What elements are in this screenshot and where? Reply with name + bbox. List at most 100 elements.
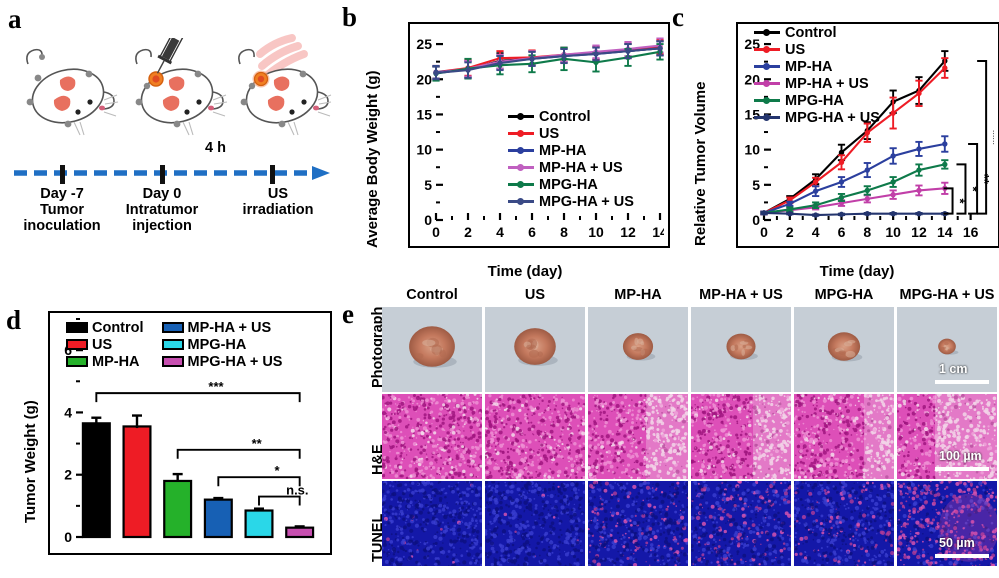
scale-bar-label: 1 cm: [939, 362, 968, 376]
significance-bracket: [968, 143, 979, 215]
legend-color-swatch: [161, 322, 184, 333]
y-tick-label: 10: [416, 142, 432, 158]
legend-item: US: [66, 336, 144, 353]
interval-label: 4 h: [205, 140, 226, 156]
legend-line-swatch: [754, 63, 780, 70]
legend-line-swatch: [508, 164, 534, 171]
legend-label: MP-HA: [785, 58, 833, 75]
bar-mpg-ha-us: [285, 526, 315, 539]
timeline-day-1: Day -7: [40, 186, 84, 202]
panel-e-cell: [897, 307, 997, 392]
y-tick-label: 10: [744, 142, 760, 158]
panel-c-tumor-volume: c Relative Tumor Volume Time (day) 0 5 10 1…: [670, 0, 999, 285]
series-us: [760, 57, 949, 216]
x-tick-label: 4: [812, 224, 820, 240]
panel-e-cell: [794, 481, 894, 566]
legend-line-swatch: [508, 113, 534, 120]
panel-e-column-header: Control: [406, 287, 458, 303]
significance-bracket: [176, 448, 301, 459]
panel-e-cell: [382, 307, 482, 392]
significance-star: ***: [986, 130, 994, 146]
legend-line-swatch: [508, 130, 534, 137]
timeline-tick-1: [60, 165, 65, 184]
panel-e-cell: [485, 307, 585, 392]
panel-d-ylabel: Tumor Weight (g): [22, 400, 39, 523]
x-tick-label: 10: [588, 224, 604, 240]
panel-e-cell: [485, 481, 585, 566]
panel-b-label: b: [342, 2, 358, 32]
legend-line-swatch: [508, 147, 534, 154]
legend-color-swatch: [161, 356, 184, 367]
legend-line-swatch: [508, 198, 534, 205]
significance-star: **: [252, 436, 263, 451]
legend-label: MP-HA: [92, 353, 140, 370]
legend-item: MPG-HA + US: [508, 193, 634, 210]
timeline-evt-3a: irradiation: [242, 202, 314, 219]
y-tick-label: 15: [416, 106, 432, 122]
legend-label: US: [539, 125, 560, 142]
legend-item: MPG-HA: [508, 176, 634, 193]
panel-e-label: e: [342, 299, 354, 329]
panel-c-label: c: [672, 2, 684, 32]
panel-e-cell: [691, 481, 791, 566]
panel-e-cell: [382, 481, 482, 566]
panel-d-legend-col2: MP-HA + US MPG-HA MPG-HA + US: [161, 319, 283, 370]
legend-color-swatch: [66, 322, 88, 333]
legend-item: US: [754, 41, 880, 58]
legend-line-swatch: [754, 114, 780, 121]
legend-item: MPG-HA: [754, 92, 880, 109]
timeline-caption-3: US irradiation: [224, 186, 332, 218]
legend-item: US: [508, 125, 634, 142]
panel-e-cell: [588, 307, 688, 392]
x-tick-label: 4: [496, 224, 504, 240]
significance-star: *: [965, 187, 980, 193]
series-mpg-ha-us: [432, 40, 664, 81]
panel-d-legend-col1: Control US MP-HA: [66, 319, 144, 370]
bar-control: [81, 422, 111, 539]
mouse-tumor-icon: [16, 38, 120, 142]
legend-label: MPG-HA + US: [187, 353, 283, 370]
x-tick-label: 8: [560, 224, 568, 240]
panel-b-ylabel: Average Body Weight (g): [364, 70, 381, 248]
legend-line-swatch: [754, 29, 780, 36]
significance-bracket: [956, 163, 967, 215]
y-tick-label: 4: [64, 404, 72, 420]
x-tick-label: 16: [963, 224, 979, 240]
panel-e-cell: [794, 394, 894, 479]
panel-d-label: d: [6, 305, 22, 335]
panel-e-cell: [485, 394, 585, 479]
legend-color-swatch: [66, 356, 88, 367]
legend-label: MPG-HA + US: [785, 109, 880, 126]
timeline-evt-2b: injection: [132, 218, 192, 235]
legend-item: Control: [754, 24, 880, 41]
legend-item: MP-HA + US: [508, 159, 634, 176]
panel-e-cell: [588, 394, 688, 479]
legend-line-swatch: [754, 46, 780, 53]
panel-c-ylabel: Relative Tumor Volume: [692, 81, 709, 246]
panel-e-histology-grid: e Control US MP-HA MP-HA + US MPG-HA MPG-HA +…: [340, 285, 999, 578]
x-tick-label: 14: [937, 224, 953, 240]
significance-star: **: [977, 174, 992, 185]
x-tick-label: 6: [838, 224, 846, 240]
y-tick-label: 5: [752, 177, 760, 193]
legend-item: MPG-HA + US: [754, 109, 880, 126]
legend-item: Control: [508, 108, 634, 125]
bar-mp-ha-us: [203, 498, 233, 539]
y-tick-label: 20: [416, 71, 432, 87]
significance-star: *: [274, 463, 280, 478]
scale-bar-label: 100 µm: [939, 449, 982, 463]
y-tick-label: 5: [424, 177, 432, 193]
significance-star: *: [953, 198, 968, 204]
series-mpg-ha: [760, 159, 949, 216]
timeline-evt-1a: Tumor: [39, 202, 85, 219]
panel-e-cell: [794, 307, 894, 392]
significance-bracket: [943, 187, 954, 215]
x-tick-label: 2: [464, 224, 472, 240]
x-tick-label: 14: [652, 224, 664, 240]
panel-c-plot-area: 0 5 10 15 20 25 0 2 4 6 8 10 12 14 16 * * ** ***: [736, 22, 999, 248]
scale-bar: [935, 380, 989, 384]
legend-label: Control: [539, 108, 591, 125]
panel-a-label: a: [8, 4, 22, 34]
significance-star: n.s.: [286, 483, 308, 498]
panel-e-cell: [382, 394, 482, 479]
